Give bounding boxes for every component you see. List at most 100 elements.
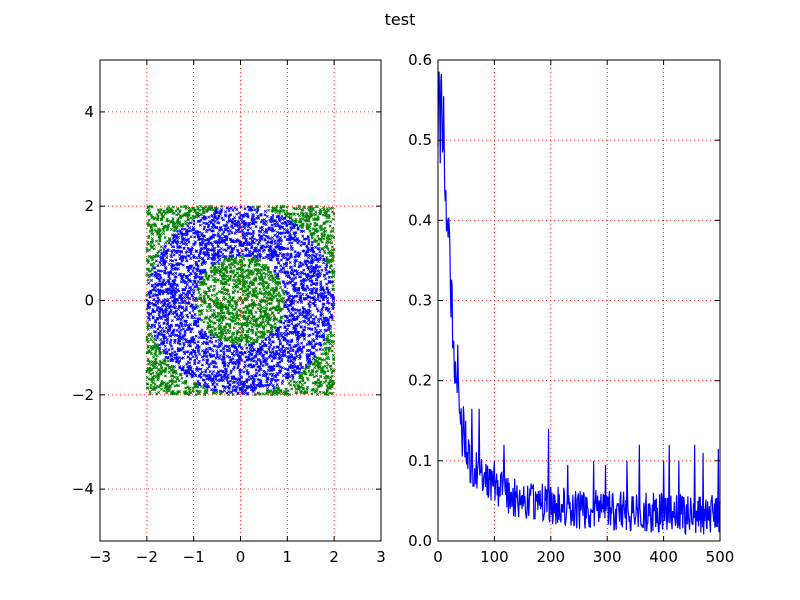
scatter-point bbox=[303, 328, 307, 332]
scatter-point bbox=[191, 335, 195, 339]
scatter-point bbox=[285, 252, 289, 256]
scatter-point bbox=[232, 365, 236, 369]
scatter-point bbox=[256, 292, 260, 296]
scatter-point bbox=[167, 324, 171, 328]
scatter-point bbox=[260, 244, 264, 248]
scatter-point bbox=[305, 312, 309, 316]
scatter-point bbox=[183, 329, 187, 333]
scatter-point bbox=[220, 375, 224, 379]
scatter-point bbox=[176, 232, 180, 236]
scatter-point bbox=[204, 301, 208, 305]
scatter-point bbox=[329, 332, 333, 336]
scatter-point bbox=[173, 375, 177, 379]
scatter-point bbox=[319, 317, 323, 321]
scatter-point bbox=[152, 302, 156, 307]
scatter-point bbox=[319, 280, 323, 284]
scatter-point bbox=[196, 235, 200, 239]
scatter-point bbox=[287, 219, 291, 223]
scatter-point bbox=[294, 276, 298, 280]
scatter-point bbox=[210, 274, 214, 278]
scatter-point bbox=[221, 232, 225, 236]
scatter-point bbox=[258, 309, 262, 313]
scatter-point bbox=[145, 382, 149, 386]
scatter-point bbox=[202, 373, 206, 377]
scatter-point bbox=[286, 324, 290, 328]
scatter-point bbox=[270, 368, 274, 372]
scatter-point bbox=[214, 267, 218, 271]
scatter-point bbox=[165, 287, 169, 291]
scatter-point bbox=[220, 311, 224, 315]
scatter-point bbox=[209, 221, 213, 225]
scatter-point bbox=[235, 378, 239, 382]
scatter-point bbox=[161, 292, 165, 296]
scatter-point bbox=[252, 300, 256, 304]
scatter-point bbox=[236, 314, 240, 318]
scatter-point bbox=[191, 373, 195, 377]
scatter-point bbox=[218, 227, 222, 231]
scatter-point bbox=[325, 301, 330, 305]
scatter-point bbox=[173, 356, 177, 360]
scatter-point bbox=[195, 263, 199, 267]
scatter-point bbox=[191, 269, 195, 273]
scatter-point bbox=[263, 350, 267, 354]
scatter-point bbox=[238, 230, 242, 234]
scatter-point bbox=[248, 308, 252, 313]
scatter-point bbox=[200, 234, 204, 238]
scatter-point bbox=[301, 330, 305, 334]
scatter-point bbox=[326, 363, 330, 367]
scatter-point bbox=[207, 317, 211, 321]
scatter-point bbox=[173, 350, 177, 354]
scatter-point bbox=[234, 260, 238, 264]
scatter-point bbox=[316, 259, 320, 263]
scatter-point bbox=[153, 255, 157, 259]
scatter-point bbox=[205, 354, 209, 358]
scatter-point bbox=[187, 247, 191, 251]
scatter-point bbox=[213, 293, 217, 297]
scatter-point bbox=[180, 311, 184, 316]
scatter-point bbox=[175, 298, 179, 302]
scatter-point bbox=[171, 286, 175, 290]
scatter-point bbox=[220, 343, 224, 347]
scatter-point bbox=[288, 353, 292, 357]
scatter-point bbox=[271, 340, 275, 344]
scatter-point bbox=[146, 359, 150, 363]
scatter-point bbox=[307, 334, 311, 338]
scatter-point bbox=[150, 323, 154, 327]
scatter-point bbox=[282, 252, 286, 257]
scatter-point bbox=[302, 315, 306, 319]
scatter-point bbox=[268, 244, 272, 248]
scatter-point bbox=[150, 334, 154, 339]
scatter-point bbox=[308, 260, 312, 264]
scatter-point bbox=[252, 378, 256, 382]
scatter-point bbox=[273, 222, 277, 226]
scatter-point bbox=[223, 268, 227, 272]
scatter-point bbox=[327, 324, 332, 328]
scatter-point bbox=[273, 374, 277, 378]
scatter-point bbox=[285, 209, 289, 213]
scatter-point bbox=[306, 215, 310, 219]
scatter-point bbox=[177, 212, 181, 216]
scatter-point bbox=[261, 364, 265, 368]
scatter-point bbox=[159, 338, 163, 342]
scatter-point bbox=[213, 272, 217, 276]
scatter-point bbox=[223, 266, 227, 270]
scatter-point bbox=[266, 389, 270, 393]
scatter-point bbox=[244, 248, 248, 252]
scatter-point bbox=[185, 374, 189, 378]
scatter-point bbox=[305, 343, 309, 347]
scatter-point bbox=[243, 363, 247, 367]
scatter-point bbox=[145, 249, 149, 253]
scatter-point bbox=[327, 280, 331, 284]
scatter-point bbox=[214, 356, 218, 360]
scatter-point bbox=[145, 273, 149, 277]
scatter-point bbox=[273, 317, 277, 322]
scatter-point bbox=[315, 348, 319, 352]
scatter-point bbox=[151, 316, 155, 320]
scatter-point bbox=[150, 344, 154, 348]
scatter-point bbox=[246, 308, 250, 312]
scatter-point bbox=[265, 241, 269, 245]
scatter-point bbox=[213, 344, 217, 348]
scatter-point bbox=[169, 227, 173, 232]
scatter-point bbox=[163, 313, 167, 317]
scatter-point bbox=[280, 307, 284, 311]
